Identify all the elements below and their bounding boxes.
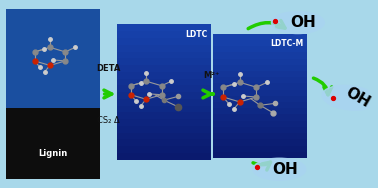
Text: OH: OH bbox=[272, 162, 298, 177]
Bar bbox=[116, 99, 211, 106]
Bar bbox=[213, 133, 307, 139]
Bar bbox=[213, 71, 307, 77]
Bar bbox=[213, 114, 307, 121]
Bar bbox=[116, 85, 211, 92]
Ellipse shape bbox=[322, 85, 377, 110]
Bar bbox=[116, 45, 211, 52]
Bar bbox=[213, 90, 307, 96]
Text: OH: OH bbox=[291, 15, 316, 30]
Bar bbox=[213, 46, 307, 52]
Bar bbox=[213, 65, 307, 71]
Bar bbox=[6, 9, 100, 108]
Text: CS₂ Δ: CS₂ Δ bbox=[97, 116, 119, 125]
Bar bbox=[6, 108, 100, 179]
Bar bbox=[116, 31, 211, 38]
Text: OH: OH bbox=[342, 85, 372, 111]
Bar bbox=[116, 133, 211, 139]
Bar bbox=[213, 40, 307, 46]
Bar bbox=[116, 52, 211, 58]
Bar bbox=[213, 96, 307, 102]
Bar bbox=[116, 146, 211, 153]
Bar bbox=[116, 112, 211, 119]
Bar bbox=[213, 34, 307, 40]
Bar bbox=[213, 77, 307, 83]
Bar bbox=[213, 102, 307, 108]
Bar bbox=[213, 83, 307, 90]
Text: DETA: DETA bbox=[96, 64, 121, 73]
Bar bbox=[213, 139, 307, 146]
Ellipse shape bbox=[253, 158, 306, 180]
Bar bbox=[116, 65, 211, 72]
Bar bbox=[116, 38, 211, 45]
Bar bbox=[213, 59, 307, 65]
Bar bbox=[213, 127, 307, 133]
Text: LDTC: LDTC bbox=[185, 30, 207, 39]
Ellipse shape bbox=[271, 12, 324, 33]
Bar bbox=[116, 119, 211, 126]
Text: LDTC-M: LDTC-M bbox=[270, 39, 304, 49]
Text: Lignin: Lignin bbox=[38, 149, 67, 158]
Bar bbox=[213, 52, 307, 59]
Bar bbox=[116, 153, 211, 160]
Bar bbox=[116, 106, 211, 112]
Bar bbox=[213, 108, 307, 114]
Bar bbox=[116, 139, 211, 146]
Bar bbox=[116, 126, 211, 133]
Bar bbox=[116, 72, 211, 79]
Bar bbox=[116, 92, 211, 99]
Bar bbox=[116, 58, 211, 65]
Bar bbox=[213, 152, 307, 158]
Bar bbox=[116, 79, 211, 85]
Bar bbox=[116, 24, 211, 31]
Bar bbox=[213, 121, 307, 127]
Text: M²⁺: M²⁺ bbox=[204, 71, 220, 80]
Bar bbox=[213, 146, 307, 152]
